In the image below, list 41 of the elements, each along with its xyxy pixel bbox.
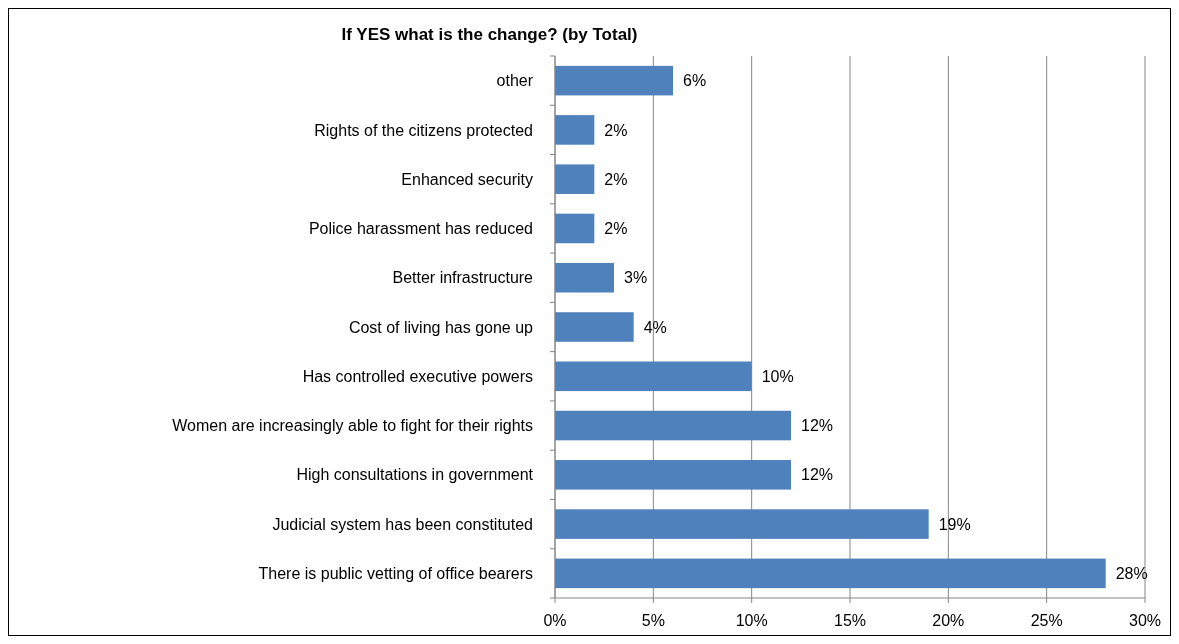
y-tick-label: High consultations in government (296, 466, 534, 484)
bar (555, 361, 752, 392)
data-label: 10% (761, 367, 794, 385)
data-label: 4% (643, 318, 667, 336)
x-tick-label: 10% (735, 612, 768, 629)
data-label: 2% (604, 220, 628, 238)
y-tick-label: Better infrastructure (392, 269, 534, 287)
bar (555, 509, 929, 539)
bar (555, 558, 1106, 589)
data-label: 12% (801, 417, 834, 435)
data-label: 28% (1115, 564, 1148, 582)
data-label: 19% (938, 515, 971, 533)
y-tick-label: Enhanced security (401, 170, 533, 188)
x-tick-label: 20% (932, 612, 965, 629)
x-tick-label: 25% (1030, 612, 1063, 629)
y-tick-label: Rights of the citizens protected (314, 121, 533, 139)
bar (555, 164, 595, 194)
bar (555, 115, 595, 145)
data-label: 2% (604, 170, 628, 188)
y-tick-label: Police harassment has reduced (308, 220, 533, 238)
data-label: 2% (604, 121, 628, 139)
data-label: 6% (683, 72, 707, 90)
bar (555, 460, 791, 490)
y-tick-label: Women are increasingly able to fight for their rights (172, 417, 533, 435)
bar (555, 213, 595, 244)
y-tick-label: There is public vetting of office bearers (258, 564, 533, 582)
data-label: 12% (801, 466, 834, 484)
x-tick-label: 15% (833, 612, 867, 629)
bar (555, 312, 634, 342)
y-tick-label: Judicial system has been constituted (272, 515, 533, 533)
chart-title: If YES what is the change? (by Total) (341, 25, 638, 44)
x-tick-label: 5% (641, 612, 665, 629)
x-tick-label: 0% (543, 612, 567, 629)
bar (555, 65, 673, 96)
bar (555, 410, 791, 441)
y-tick-label: Has controlled executive powers (302, 367, 533, 385)
y-tick-label: Cost of living has gone up (348, 318, 534, 336)
bar (555, 262, 614, 293)
y-tick-label: other (496, 72, 534, 90)
x-tick-label: 30% (1128, 612, 1162, 629)
data-label: 3% (624, 269, 648, 287)
